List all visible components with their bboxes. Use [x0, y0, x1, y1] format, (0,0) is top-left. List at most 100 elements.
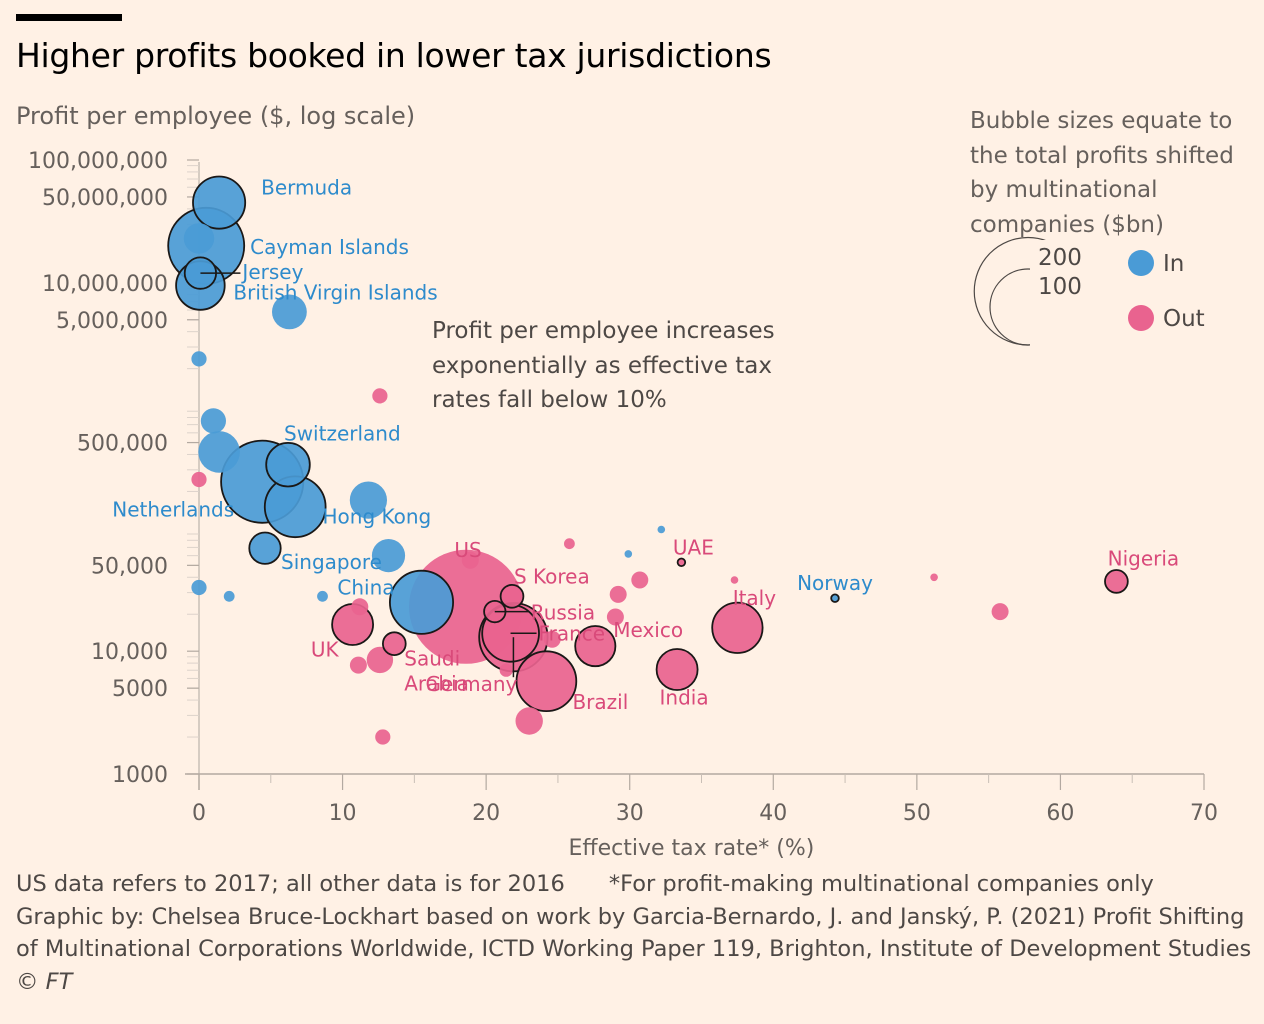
bermuda-bubble: [192, 175, 247, 230]
label-jersey: Jersey: [240, 260, 303, 284]
bubble-out: [609, 585, 627, 603]
label-mexico: Mexico: [613, 618, 683, 642]
bubble-in: [657, 525, 666, 534]
label-hong-kong: Hong Kong: [323, 505, 432, 529]
source-line-1: Graphic by: Chelsea Bruce-Lockhart based…: [16, 903, 1245, 930]
label-china: China: [337, 575, 394, 599]
chart-annotation: Profit per employee increases exponentia…: [432, 318, 775, 413]
bubble-out: [515, 707, 543, 735]
y-tick-label: 50,000,000: [42, 186, 168, 211]
bubble-in: [349, 481, 387, 519]
label-bermuda: Bermuda: [261, 176, 352, 200]
bubble-out: [543, 630, 561, 648]
bubble-out: [349, 656, 367, 674]
bubble-in: [183, 223, 215, 254]
bubble-in: [198, 431, 240, 473]
nigeria-bubble: [1104, 569, 1129, 594]
bubble-out: [375, 729, 391, 745]
bubble-out: [499, 663, 513, 677]
label-italy: Italy: [733, 586, 777, 610]
bubble-out: [930, 573, 938, 582]
x-tick-label: 70: [1190, 801, 1218, 826]
y-tick-label: 5,000,000: [56, 309, 168, 334]
bubble-in: [223, 590, 235, 602]
bubble-out: [351, 598, 369, 616]
label-russia: Russia: [531, 601, 595, 625]
norway-bubble: [830, 593, 840, 603]
singapore-bubble: [248, 531, 282, 565]
label-uae: UAE: [673, 535, 714, 559]
bubble-in: [317, 590, 328, 602]
x-axis-label: Effective tax rate* (%): [569, 836, 815, 861]
legend-out-label: Out: [1163, 306, 1205, 332]
china-bubble: [388, 569, 454, 635]
x-tick-label: 50: [903, 801, 931, 826]
uae-bubble: [676, 557, 687, 567]
bubble-out: [606, 608, 624, 626]
bubble-in: [200, 408, 226, 434]
label-netherlands: Netherlands: [112, 498, 234, 522]
legend-mask: [1030, 240, 1110, 352]
x-tick-label: 0: [192, 801, 206, 826]
brazil-bubble: [515, 650, 578, 712]
s-korea-bubble: [499, 583, 525, 609]
bubble-in: [191, 351, 207, 367]
label-india: India: [660, 685, 709, 709]
bubble-in: [272, 294, 307, 330]
legend-description: Bubble sizes equate to the total profits…: [970, 108, 1234, 238]
x-tick-label: 40: [759, 801, 787, 826]
switzerland-bubble: [265, 442, 311, 488]
ft-top-bar: [16, 14, 122, 21]
y-tick-label: 500,000: [77, 432, 168, 457]
label-uk: UK: [311, 637, 340, 661]
bubble-out: [730, 576, 739, 584]
bubble-out: [372, 388, 388, 404]
legend-size-label-200: 200: [1038, 245, 1082, 271]
india-bubble: [655, 648, 699, 691]
legend-size-label-100: 100: [1038, 274, 1082, 300]
legend-in-label: In: [1163, 251, 1184, 277]
bubble-out: [631, 571, 649, 589]
source-line-2: of Multinational Corporations Worldwide,…: [16, 936, 1252, 962]
y-axis-label: Profit per employee ($, log scale): [16, 102, 416, 130]
bubble-out: [564, 538, 575, 550]
hong-kong-bubble: [371, 539, 406, 573]
bubble-in: [624, 550, 633, 558]
y-tick-label: 100,000,000: [28, 149, 168, 174]
bubble-out: [191, 471, 207, 488]
y-tick-label: 1000: [112, 763, 168, 788]
mexico-bubble: [574, 625, 617, 668]
label-cayman-islands: Cayman Islands: [250, 235, 409, 259]
label-brazil: Brazil: [572, 690, 628, 714]
y-tick-label: 10,000: [91, 640, 168, 665]
bubble-out: [366, 646, 394, 674]
legend-in-swatch: [1128, 250, 1154, 276]
chart-footer: US data refers to 2017; all other data i…: [16, 868, 1251, 998]
bubble-out: [461, 551, 479, 569]
x-tick-label: 60: [1046, 801, 1074, 826]
x-tick-label: 10: [329, 801, 357, 826]
legend-out-swatch: [1128, 305, 1154, 331]
bubble-in: [191, 579, 207, 596]
y-tick-label: 10,000,000: [42, 272, 168, 297]
label-france: France: [539, 621, 606, 645]
y-tick-label: 50,000: [91, 554, 168, 579]
y-tick-label: 5000: [112, 677, 168, 702]
label-saudi-arabia: Saudi Arabia: [404, 647, 469, 696]
footnote-asterisk: *For profit-making multinational compani…: [608, 871, 1154, 897]
label-british-virgin-islands: British Virgin Islands: [233, 281, 437, 305]
footnote-data-year: US data refers to 2017; all other data i…: [16, 871, 565, 897]
label-norway: Norway: [797, 571, 873, 595]
saudi-arabia-bubble: [381, 631, 407, 656]
label-nigeria: Nigeria: [1108, 546, 1180, 570]
italy-bubble: [711, 601, 764, 654]
chart-title: Higher profits booked in lower tax juris…: [16, 36, 772, 75]
bubble-out: [991, 603, 1009, 621]
label-singapore: Singapore: [281, 550, 382, 574]
label-germany: Germany: [425, 672, 517, 696]
label-s-korea: S Korea: [514, 564, 590, 588]
label-switzerland: Switzerland: [284, 422, 401, 446]
x-tick-label: 20: [472, 801, 500, 826]
copyright: © FT: [16, 968, 73, 995]
